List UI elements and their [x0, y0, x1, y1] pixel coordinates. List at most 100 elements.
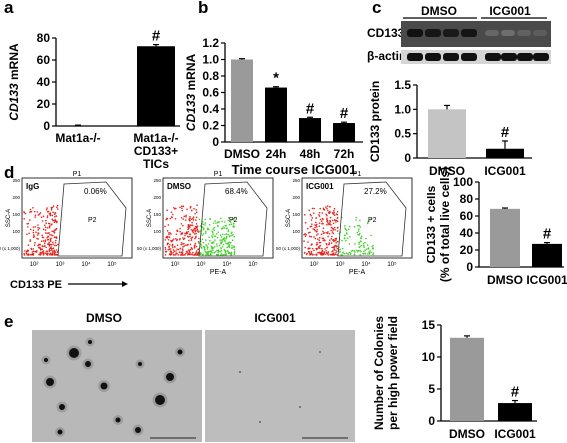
western-blot: DMSO ICG001 CD133 β-actin [367, 4, 551, 64]
event-dot [347, 228, 350, 231]
event-dot [230, 251, 233, 254]
event-dot [340, 254, 342, 256]
event-dot [207, 250, 209, 253]
event-dot [50, 247, 53, 250]
bar [490, 208, 520, 267]
event-dot [330, 226, 333, 229]
band [533, 53, 549, 61]
event-dot [360, 235, 363, 238]
event-dot [225, 233, 228, 235]
event-dot [199, 225, 202, 227]
y-tick-label: 50 (x 1,000) [137, 246, 162, 251]
event-dot [321, 250, 324, 252]
event-dot [315, 248, 318, 251]
y-tick-label: 0.8 [202, 69, 219, 83]
event-dot [50, 206, 53, 209]
event-dot [195, 232, 197, 235]
event-dot [358, 241, 361, 244]
y-tick-label: 50 (x 1,000) [276, 246, 301, 251]
event-dot [348, 235, 351, 238]
event-dot [366, 244, 369, 246]
event-dot [185, 244, 187, 247]
event-dot [215, 233, 218, 235]
event-dot [355, 249, 358, 252]
category-label: ICG001 [484, 164, 526, 178]
event-dot [332, 239, 335, 241]
event-dot [343, 234, 346, 237]
event-dot [189, 215, 191, 218]
event-dot [323, 209, 326, 211]
event-dot [307, 251, 310, 253]
event-dot [210, 249, 212, 252]
event-dot [341, 247, 344, 250]
event-dot [227, 229, 230, 231]
event-dot [206, 245, 208, 247]
x-tick-label: 10⁴ [222, 261, 232, 268]
event-dot [332, 253, 334, 256]
event-dot [233, 252, 236, 254]
event-dot [194, 242, 197, 245]
event-dot [176, 244, 179, 246]
event-dot [356, 250, 359, 253]
event-dot [212, 249, 214, 252]
y-axis-label: CD133 protein [368, 81, 382, 162]
bar [265, 87, 287, 142]
gate-p2 [57, 181, 127, 257]
event-dot [222, 227, 224, 230]
plot-name: DMSO [167, 182, 191, 191]
event-dot [179, 206, 181, 209]
event-dot [365, 248, 368, 251]
event-dot [52, 219, 54, 222]
y-tick-label: 0 [212, 135, 219, 149]
event-dot [327, 254, 330, 256]
event-dot [348, 243, 351, 245]
event-dot [170, 252, 172, 254]
x-tick-label: 10² [171, 262, 180, 268]
event-dot [187, 226, 189, 229]
event-dot [330, 238, 333, 240]
event-dot [39, 253, 42, 255]
event-dot [336, 240, 339, 243]
event-dot [166, 230, 169, 232]
event-dot [196, 226, 198, 229]
event-dot [207, 252, 209, 255]
event-dot [42, 215, 45, 218]
event-dot [327, 231, 329, 233]
event-dot [50, 224, 52, 226]
event-dot [193, 233, 196, 235]
event-dot [304, 221, 307, 224]
event-dot [51, 218, 54, 221]
event-dot [198, 242, 200, 245]
event-dot [213, 246, 216, 248]
event-dot [342, 252, 344, 254]
event-dot [333, 226, 336, 229]
event-dot [39, 247, 42, 250]
event-dot [167, 239, 170, 241]
y-axis-label: SSC-A [6, 209, 12, 227]
y-tick-label: 20 [37, 97, 51, 111]
event-dot [191, 221, 193, 224]
event-dot [41, 234, 43, 237]
event-dot [199, 230, 201, 233]
colony [135, 427, 141, 433]
event-dot [215, 243, 218, 245]
event-dot [51, 214, 54, 217]
event-dot [173, 238, 175, 240]
event-dot [332, 232, 335, 235]
bar [59, 125, 97, 127]
event-dot [166, 218, 169, 220]
event-dot [312, 212, 315, 214]
y-tick-label: 0 [404, 151, 411, 165]
event-dot [310, 252, 313, 255]
event-dot [311, 223, 313, 225]
event-dot [360, 244, 363, 247]
event-dot [329, 220, 332, 223]
event-dot [175, 250, 177, 252]
event-dot [181, 209, 183, 212]
event-dot [313, 236, 315, 238]
event-dot [227, 219, 230, 222]
panel-label-d: d [4, 163, 15, 182]
event-dot [321, 247, 323, 250]
event-dot [50, 208, 53, 211]
